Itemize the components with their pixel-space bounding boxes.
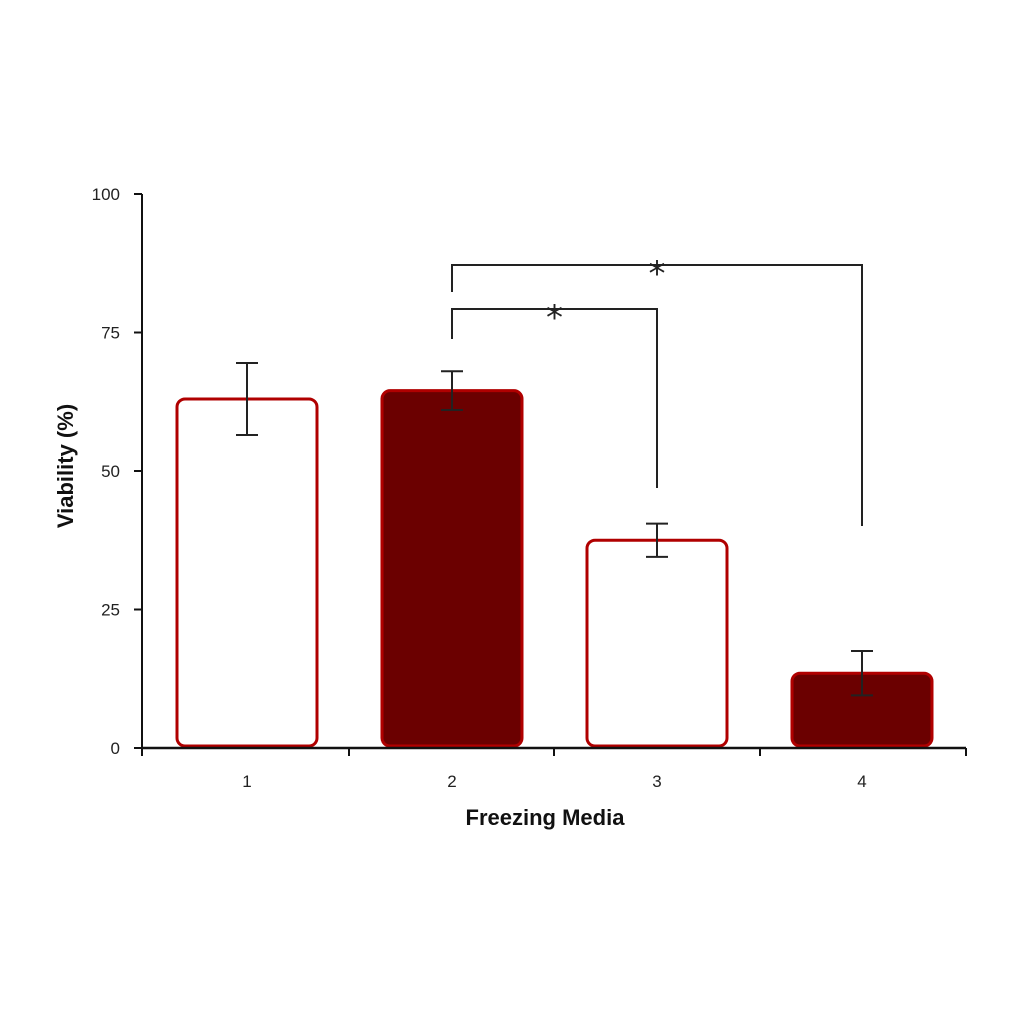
y-tick-label: 100 (92, 185, 120, 204)
plot-area: 0 25 50 75 100 1 2 3 4 * * (92, 185, 967, 791)
significance-bracket (451, 264, 863, 526)
x-tick-label: 3 (652, 772, 661, 791)
x-axis-title: Freezing Media (466, 805, 626, 830)
y-tick-label: 25 (101, 601, 120, 620)
y-axis-title: Viability (%) (53, 404, 78, 528)
x-tick-label: 1 (242, 772, 251, 791)
significance-star: * (546, 298, 563, 338)
bar (585, 538, 729, 748)
x-tick-label: 4 (857, 772, 866, 791)
bar (380, 389, 524, 748)
significance-bracket (451, 308, 658, 488)
x-tick-label: 2 (447, 772, 456, 791)
bar (175, 397, 319, 748)
y-tick-label: 0 (111, 739, 120, 758)
y-tick-label: 75 (101, 324, 120, 343)
y-tick-label: 50 (101, 462, 120, 481)
significance-star: * (649, 254, 666, 294)
